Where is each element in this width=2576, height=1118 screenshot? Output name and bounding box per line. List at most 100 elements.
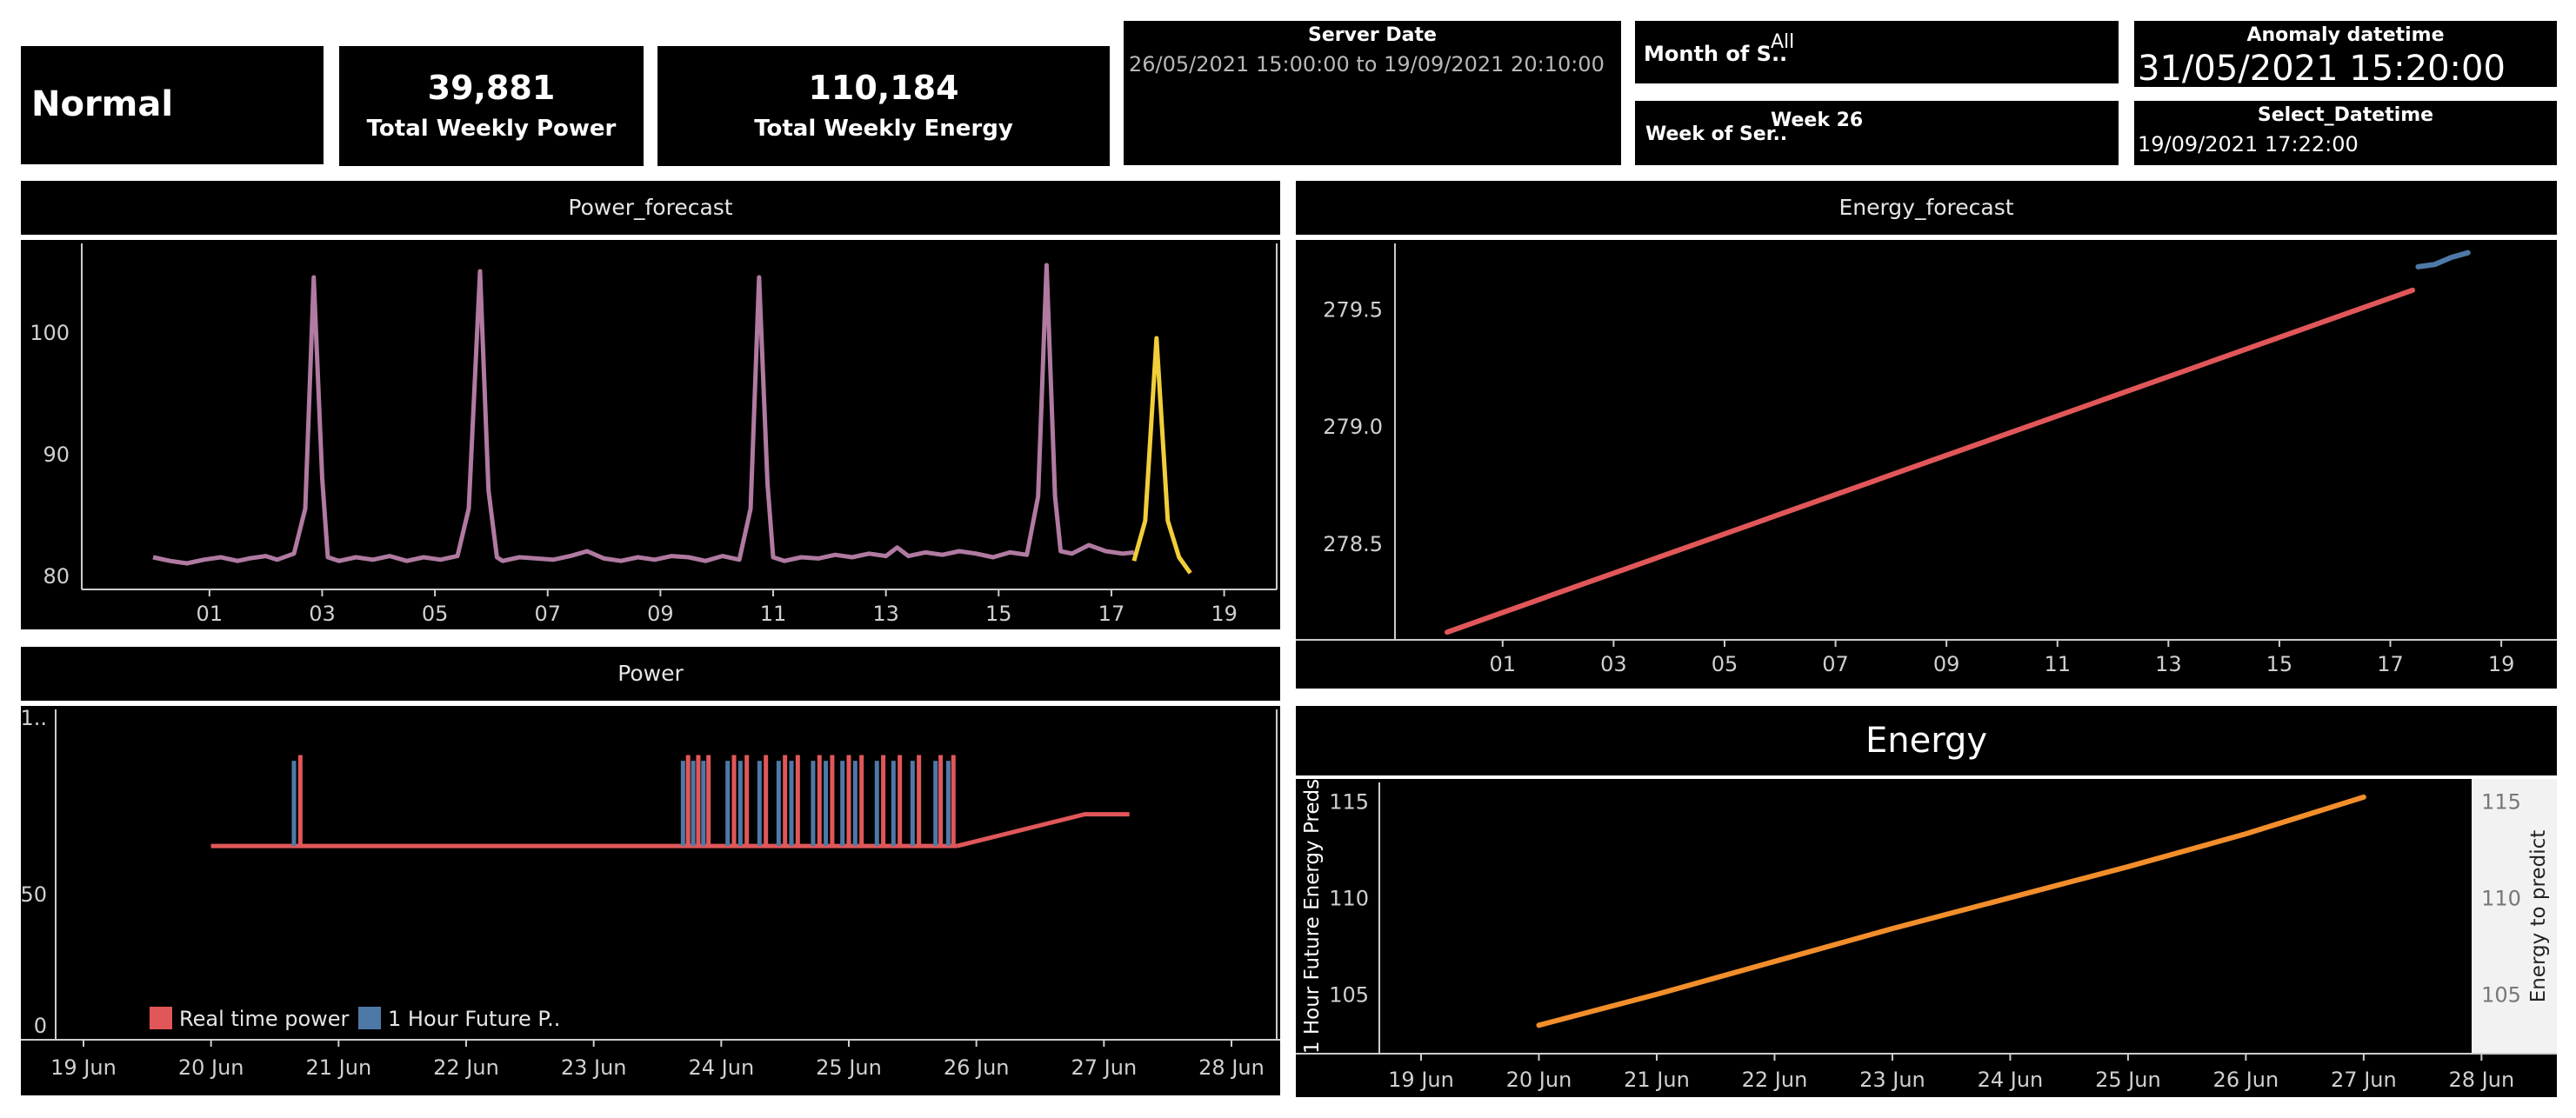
energy-forecast-y-tick: 279.5 (1323, 297, 1383, 322)
power-x-tick: 27 Jun (1071, 1055, 1137, 1080)
week-of-server-filter[interactable]: Week of Ser.. Week 26 (1635, 101, 2119, 165)
power-forecast-x-tick: 09 (647, 602, 674, 626)
legend-future-label[interactable]: 1 Hour Future P.. (388, 1007, 560, 1031)
energy-forecast-prediction-line[interactable] (2415, 250, 2471, 270)
energy-x-tick: 28 Jun (2449, 1068, 2515, 1092)
power-x-tick: 22 Jun (433, 1055, 499, 1080)
energy-forecast-x-tick: 03 (1600, 652, 1627, 676)
energy-forecast-x-tick: 05 (1712, 652, 1738, 676)
energy-x-tick: 23 Jun (1859, 1068, 1925, 1092)
power-forecast-axes: 80 90 100 01 03 05 07 09 11 13 15 17 19 (30, 243, 1278, 626)
total-weekly-power-tile: 39,881 Total Weekly Power (339, 46, 644, 166)
power-forecast-x-tick: 07 (534, 602, 561, 626)
power-forecast-x-tick: 15 (985, 602, 1012, 626)
energy-forecast-x-tick: 19 (2488, 652, 2515, 676)
energy-bottom-axis-area (1296, 1054, 2557, 1097)
energy-right-axis-area (2472, 779, 2557, 1054)
select-datetime-filter[interactable]: Select_Datetime 19/09/2021 17:22:00 (2134, 101, 2557, 165)
power-forecast-prediction-line[interactable] (1131, 336, 1192, 575)
anomaly-datetime-value[interactable]: 31/05/2021 15:20:00 (2138, 49, 2506, 89)
energy-y-tick: 115 (1329, 789, 1369, 814)
power-forecast-x-tick: 01 (197, 602, 224, 626)
energy-forecast-x-tick: 01 (1490, 652, 1517, 676)
energy-x-tick: 22 Jun (1742, 1068, 1808, 1092)
power-forecast-x-tick: 11 (760, 602, 787, 626)
power-forecast-y-tick: 100 (30, 321, 70, 345)
power-axes: 0 50 1.. 19 Jun 20 Jun 21 Jun 22 Jun 23 Jun 24 J… (21, 706, 1280, 1080)
power-title: Power (21, 647, 1280, 701)
power-real-time-ramp[interactable] (957, 812, 1130, 848)
energy-line[interactable] (1536, 794, 2366, 1028)
power-chart[interactable]: 0 50 1.. 19 Jun 20 Jun 21 Jun 22 Jun 23 Jun 24 J… (21, 706, 1280, 1095)
energy-x-tick: 19 Jun (1388, 1068, 1454, 1092)
energy-forecast-y-tick: 279.0 (1323, 415, 1383, 439)
status-text: Normal (31, 84, 174, 124)
energy-forecast-title: Energy_forecast (1296, 181, 2557, 235)
week-of-server-label: Week of Ser.. (1645, 123, 1788, 145)
month-of-server-filter[interactable]: Month of S.. All (1635, 21, 2119, 83)
power-forecast-chart[interactable]: 80 90 100 01 03 05 07 09 11 13 15 17 19 (21, 240, 1280, 629)
total-weekly-energy-label: Total Weekly Energy (754, 116, 1013, 142)
energy-forecast-x-tick: 17 (2377, 652, 2404, 676)
week-of-server-value[interactable]: Week 26 (1771, 110, 1864, 131)
anomaly-datetime-filter[interactable]: Anomaly datetime 31/05/2021 15:20:00 (2134, 21, 2557, 89)
legend-real-time-label[interactable]: Real time power (179, 1007, 350, 1031)
power-forecast-x-tick: 13 (872, 602, 899, 626)
energy-right-y-tick: 115 (2481, 789, 2521, 814)
energy-forecast-x-tick: 11 (2044, 652, 2071, 676)
month-of-server-label: Month of S.. (1644, 42, 1788, 66)
energy-right-y-tick: 105 (2481, 983, 2521, 1008)
power-x-tick: 24 Jun (688, 1055, 754, 1080)
power-series[interactable] (210, 755, 1130, 848)
energy-y-tick: 105 (1329, 983, 1369, 1008)
total-weekly-power-label: Total Weekly Power (366, 116, 617, 142)
total-weekly-energy-value: 110,184 (808, 69, 959, 107)
energy-x-tick: 25 Jun (2095, 1068, 2161, 1092)
select-datetime-value[interactable]: 19/09/2021 17:22:00 (2138, 132, 2359, 156)
power-forecast-x-tick: 05 (422, 602, 449, 626)
energy-x-tick: 21 Jun (1624, 1068, 1690, 1092)
energy-x-tick: 27 Jun (2331, 1068, 2397, 1092)
energy-forecast-line[interactable] (1445, 287, 2416, 636)
power-forecast-y-tick: 90 (43, 443, 70, 467)
energy-right-y-tick: 110 (2481, 887, 2521, 911)
energy-forecast-x-tick: 13 (2155, 652, 2182, 676)
power-forecast-line[interactable] (152, 263, 1135, 566)
power-x-tick: 21 Jun (305, 1055, 371, 1080)
energy-forecast-chart[interactable]: 278.5 279.0 279.5 01 03 05 07 09 11 13 15 17 19 (1296, 240, 2557, 689)
power-x-tick: 28 Jun (1198, 1055, 1265, 1080)
month-of-server-value[interactable]: All (1771, 31, 1795, 53)
select-datetime-label: Select_Datetime (2257, 104, 2434, 126)
energy-forecast-x-tick: 09 (1933, 652, 1960, 676)
power-x-tick: 23 Jun (561, 1055, 627, 1080)
server-date-value[interactable]: 26/05/2021 15:00:00 to 19/09/2021 20:10:… (1129, 52, 1605, 77)
energy-x-tick: 26 Jun (2213, 1068, 2279, 1092)
power-forecast-x-tick: 03 (309, 602, 336, 626)
energy-forecast-axes: 278.5 279.0 279.5 01 03 05 07 09 11 13 15 17 19 (1296, 243, 2557, 676)
energy-x-tick: 24 Jun (1978, 1068, 2044, 1092)
energy-x-tick: 20 Jun (1506, 1068, 1572, 1092)
server-date-label: Server Date (1308, 24, 1437, 46)
power-x-tick: 25 Jun (816, 1055, 882, 1080)
power-forecast-x-tick: 17 (1098, 602, 1125, 626)
energy-series[interactable] (1536, 794, 2366, 1028)
legend-future-swatch[interactable] (358, 1007, 381, 1029)
power-x-tick: 26 Jun (944, 1055, 1010, 1080)
energy-forecast-y-tick: 278.5 (1323, 532, 1383, 556)
energy-forecast-series[interactable] (1445, 250, 2471, 636)
power-forecast-x-tick: 19 (1211, 602, 1238, 626)
legend-real-time-swatch[interactable] (150, 1007, 172, 1029)
total-weekly-power-value: 39,881 (427, 69, 556, 107)
energy-title: Energy (1296, 706, 2557, 775)
power-y-tick: 0 (34, 1014, 47, 1038)
power-legend[interactable]: Real time power 1 Hour Future P.. (150, 1007, 560, 1031)
server-date-filter[interactable]: Server Date 26/05/2021 15:00:00 to 19/09… (1124, 21, 1621, 165)
energy-y-axis-title: 1 Hour Future Energy Preds (1301, 779, 1324, 1054)
power-x-tick: 20 Jun (178, 1055, 244, 1080)
status-tile: Normal (21, 46, 324, 164)
energy-forecast-x-tick: 15 (2266, 652, 2293, 676)
power-y-tick: 50 (21, 882, 47, 907)
power-forecast-series[interactable] (152, 263, 1192, 575)
